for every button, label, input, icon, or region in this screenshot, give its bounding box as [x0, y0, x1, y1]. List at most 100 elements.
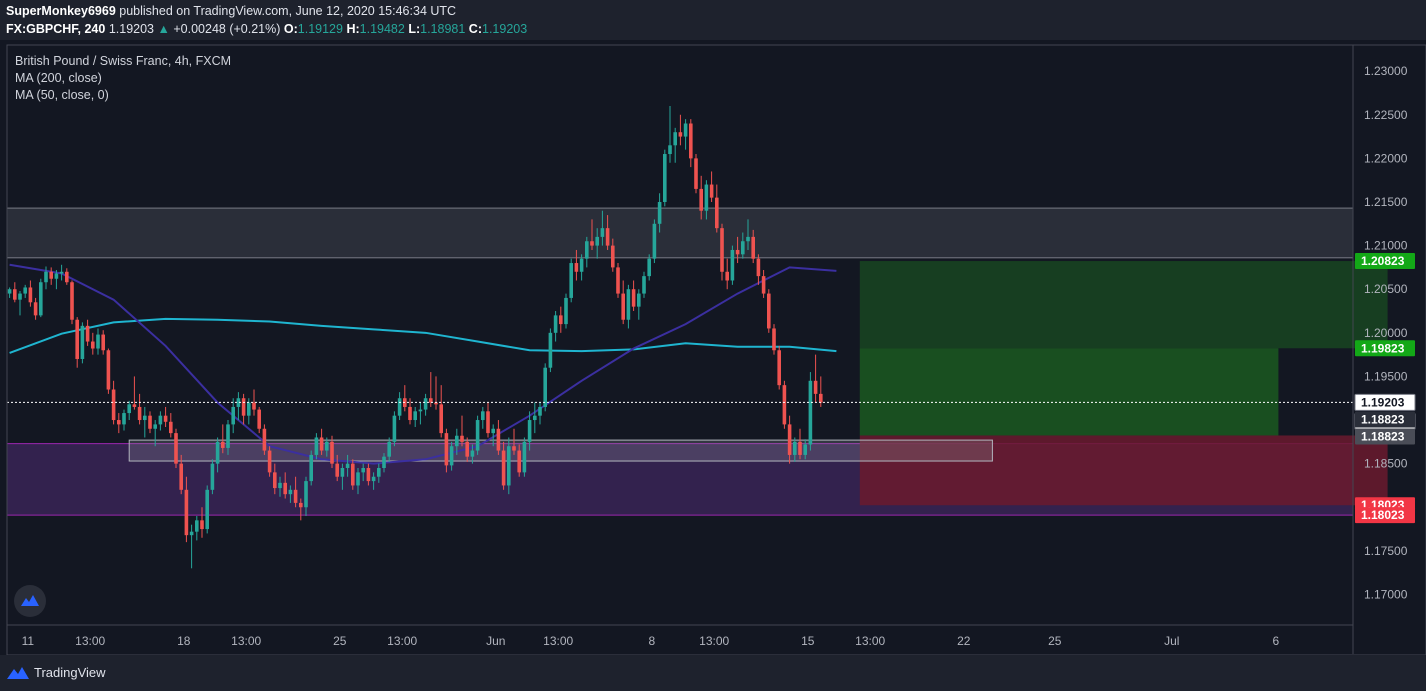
sl-price-tag-2-bg	[1355, 507, 1415, 524]
legend-ma50[interactable]: MA (50, close, 0)	[15, 88, 109, 102]
candle	[179, 454, 183, 495]
candle-body	[80, 325, 85, 359]
stop-loss-zone[interactable]	[859, 435, 1388, 506]
price-tick-label: 1.23000	[1364, 64, 1408, 78]
candle	[460, 415, 464, 447]
zone-top-price-tag-text: 1.18823	[1361, 412, 1405, 426]
close-value: 1.19203	[482, 22, 528, 36]
candle	[7, 287, 12, 298]
candle	[127, 400, 131, 421]
time-tick-label: Jul	[1164, 634, 1179, 648]
candle	[226, 420, 230, 455]
consolidation-box[interactable]	[128, 439, 993, 462]
candle-body	[652, 223, 657, 259]
candle-body	[574, 263, 579, 272]
tp-price-tag[interactable]: 1.20823	[1355, 253, 1415, 270]
candle	[637, 289, 641, 320]
candle-body	[273, 472, 277, 489]
time-tick-label: 11	[22, 634, 35, 648]
price-tick-label: 1.17500	[1364, 544, 1408, 558]
candle	[210, 459, 215, 495]
candle	[553, 311, 558, 342]
candle	[449, 441, 454, 471]
candle	[522, 437, 527, 477]
candle	[813, 354, 818, 403]
candle	[356, 468, 360, 495]
candle	[39, 278, 43, 318]
candle-body	[429, 398, 433, 403]
candle	[465, 437, 469, 462]
candle-body	[798, 441, 802, 455]
candle	[772, 324, 776, 355]
time-tick-label: 8	[648, 634, 655, 648]
published-text: published on TradingView.com, June 12, 2…	[115, 4, 457, 18]
candle	[657, 193, 662, 233]
candle	[397, 392, 402, 421]
candle-body	[678, 132, 683, 137]
ma200-line	[9, 317, 837, 354]
candle-body	[371, 476, 376, 482]
candle-body	[179, 463, 183, 490]
candle-body	[59, 271, 64, 274]
entry-price-tag[interactable]: 1.19823	[1355, 340, 1415, 357]
candle-body	[117, 420, 121, 425]
publisher-name[interactable]: SuperMonkey6969	[6, 4, 116, 18]
candle-body	[808, 380, 813, 445]
zone-bottom-price-tag[interactable]: 1.18823	[1355, 428, 1415, 445]
tradingview-watermark-icon[interactable]	[14, 585, 46, 617]
candle-body	[527, 420, 532, 442]
legend-ma200[interactable]: MA (200, close)	[15, 71, 102, 85]
candle	[491, 424, 495, 447]
candle	[169, 413, 173, 438]
candle-body	[761, 276, 766, 294]
candle-body	[91, 341, 95, 349]
time-tick-label: 15	[801, 634, 815, 648]
candle-body	[460, 435, 464, 442]
candle	[215, 437, 220, 473]
entry-price-tag-text: 1.19823	[1361, 341, 1405, 355]
brand-name[interactable]: TradingView	[34, 665, 106, 680]
candle-body	[413, 411, 417, 421]
profit-zone[interactable]	[859, 348, 1279, 436]
candle-body	[408, 406, 412, 421]
change-up-icon: ▲	[157, 22, 170, 36]
price-chart[interactable]: 1.23000 1.22500 1.22000 1.21500 1.21000 1.205…	[0, 40, 1426, 655]
candle	[481, 406, 485, 429]
candle	[689, 119, 693, 168]
close-label: C:	[468, 22, 482, 36]
tp-price-tag-text: 1.20823	[1361, 254, 1405, 268]
candle-body	[533, 415, 537, 421]
zone-bottom-price-tag-text: 1.18823	[1361, 429, 1405, 443]
candle-body	[351, 463, 355, 486]
supply-zone[interactable]	[6, 207, 1354, 259]
candle	[408, 398, 412, 425]
price-tick-label: 1.17000	[1364, 587, 1408, 601]
last-price-tag[interactable]: 1.19203	[1354, 393, 1416, 411]
candle-body	[132, 404, 137, 407]
profit-zone-upper[interactable]	[859, 261, 1388, 349]
tradingview-logo-icon[interactable]	[6, 664, 30, 682]
sl-price-tag-2[interactable]: 1.18023	[1355, 507, 1415, 524]
candle	[23, 284, 27, 298]
candle	[663, 149, 667, 207]
candle-body	[361, 468, 365, 473]
low-label: L:	[408, 22, 421, 36]
candle	[148, 411, 152, 434]
candle-body	[18, 293, 22, 300]
candle	[309, 450, 313, 486]
candle	[486, 402, 490, 438]
candle-body	[611, 245, 615, 268]
zone-top-price-tag[interactable]: 1.18823	[1355, 411, 1415, 428]
time-tick-label: 22	[957, 634, 971, 648]
candle	[803, 439, 807, 460]
candle-body	[387, 441, 391, 457]
time-tick-label: 13:00	[543, 634, 573, 648]
candle-body	[725, 271, 729, 281]
candle-body	[741, 241, 745, 255]
candle	[533, 402, 537, 434]
publish-info: SuperMonkey6969 published on TradingView…	[6, 4, 456, 18]
candle	[273, 463, 277, 495]
candle-body	[23, 287, 27, 294]
candle-body	[356, 472, 360, 486]
candle-body	[657, 201, 662, 224]
